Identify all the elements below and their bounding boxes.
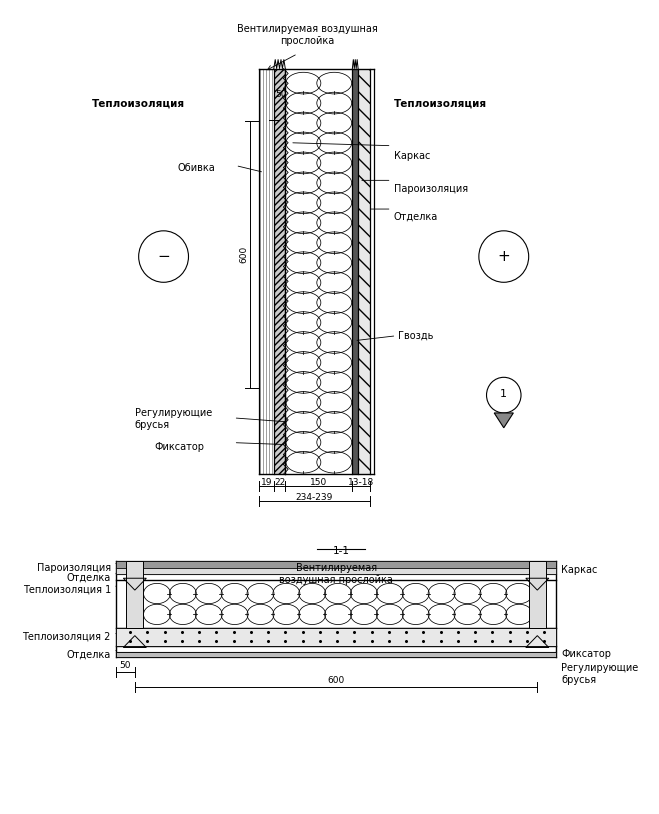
Text: 1-1: 1-1 bbox=[332, 545, 349, 556]
Text: 19: 19 bbox=[261, 478, 272, 487]
Text: Пароизоляция: Пароизоляция bbox=[393, 184, 468, 195]
Text: Вентилируемая воздушная
прослойка: Вентилируемая воздушная прослойка bbox=[237, 24, 378, 46]
Text: Теплоизоляция 2: Теплоизоляция 2 bbox=[22, 632, 111, 641]
Text: 50: 50 bbox=[119, 661, 131, 670]
Bar bbox=[353, 68, 358, 475]
Text: −: − bbox=[158, 249, 170, 264]
Text: 600: 600 bbox=[328, 676, 345, 685]
Bar bbox=[273, 68, 285, 475]
Bar bbox=[127, 562, 144, 628]
Text: Каркас: Каркас bbox=[561, 566, 598, 575]
Text: Пароизоляция: Пароизоляция bbox=[37, 563, 111, 573]
Text: Вентилируемая
воздушная прослойка: Вентилируемая воздушная прослойка bbox=[279, 563, 393, 585]
Polygon shape bbox=[494, 413, 513, 428]
Bar bbox=[116, 568, 556, 574]
Text: 150: 150 bbox=[310, 478, 328, 487]
Text: +: + bbox=[498, 249, 510, 264]
Text: Регулирующие
брусья: Регулирующие брусья bbox=[135, 408, 212, 430]
Bar bbox=[116, 653, 556, 658]
Text: Фиксатор: Фиксатор bbox=[154, 442, 204, 452]
Text: Отделка: Отделка bbox=[67, 572, 111, 582]
Text: Теплоизоляция: Теплоизоляция bbox=[92, 98, 185, 108]
Text: Каркас: Каркас bbox=[393, 151, 430, 160]
Text: Фиксатор: Фиксатор bbox=[561, 650, 612, 659]
Text: Теплоизоляция 1: Теплоизоляция 1 bbox=[22, 584, 111, 594]
Bar bbox=[529, 562, 546, 628]
Text: Отделка: Отделка bbox=[393, 212, 438, 222]
Text: Теплоизоляция: Теплоизоляция bbox=[393, 98, 487, 108]
Text: Регулирующие
брусья: Регулирующие брусья bbox=[561, 663, 639, 685]
Bar bbox=[116, 562, 556, 568]
Text: Обивка: Обивка bbox=[178, 163, 215, 173]
Text: 1: 1 bbox=[500, 389, 507, 399]
Text: Гвоздь: Гвоздь bbox=[398, 330, 434, 341]
Bar bbox=[116, 628, 556, 646]
Text: Отделка: Отделка bbox=[67, 650, 111, 659]
Text: 600: 600 bbox=[239, 246, 248, 263]
Bar bbox=[358, 68, 370, 475]
Text: 13-18: 13-18 bbox=[348, 478, 374, 487]
Text: 234-239: 234-239 bbox=[296, 493, 333, 502]
Text: 22: 22 bbox=[274, 478, 285, 487]
Text: 50: 50 bbox=[275, 90, 287, 98]
